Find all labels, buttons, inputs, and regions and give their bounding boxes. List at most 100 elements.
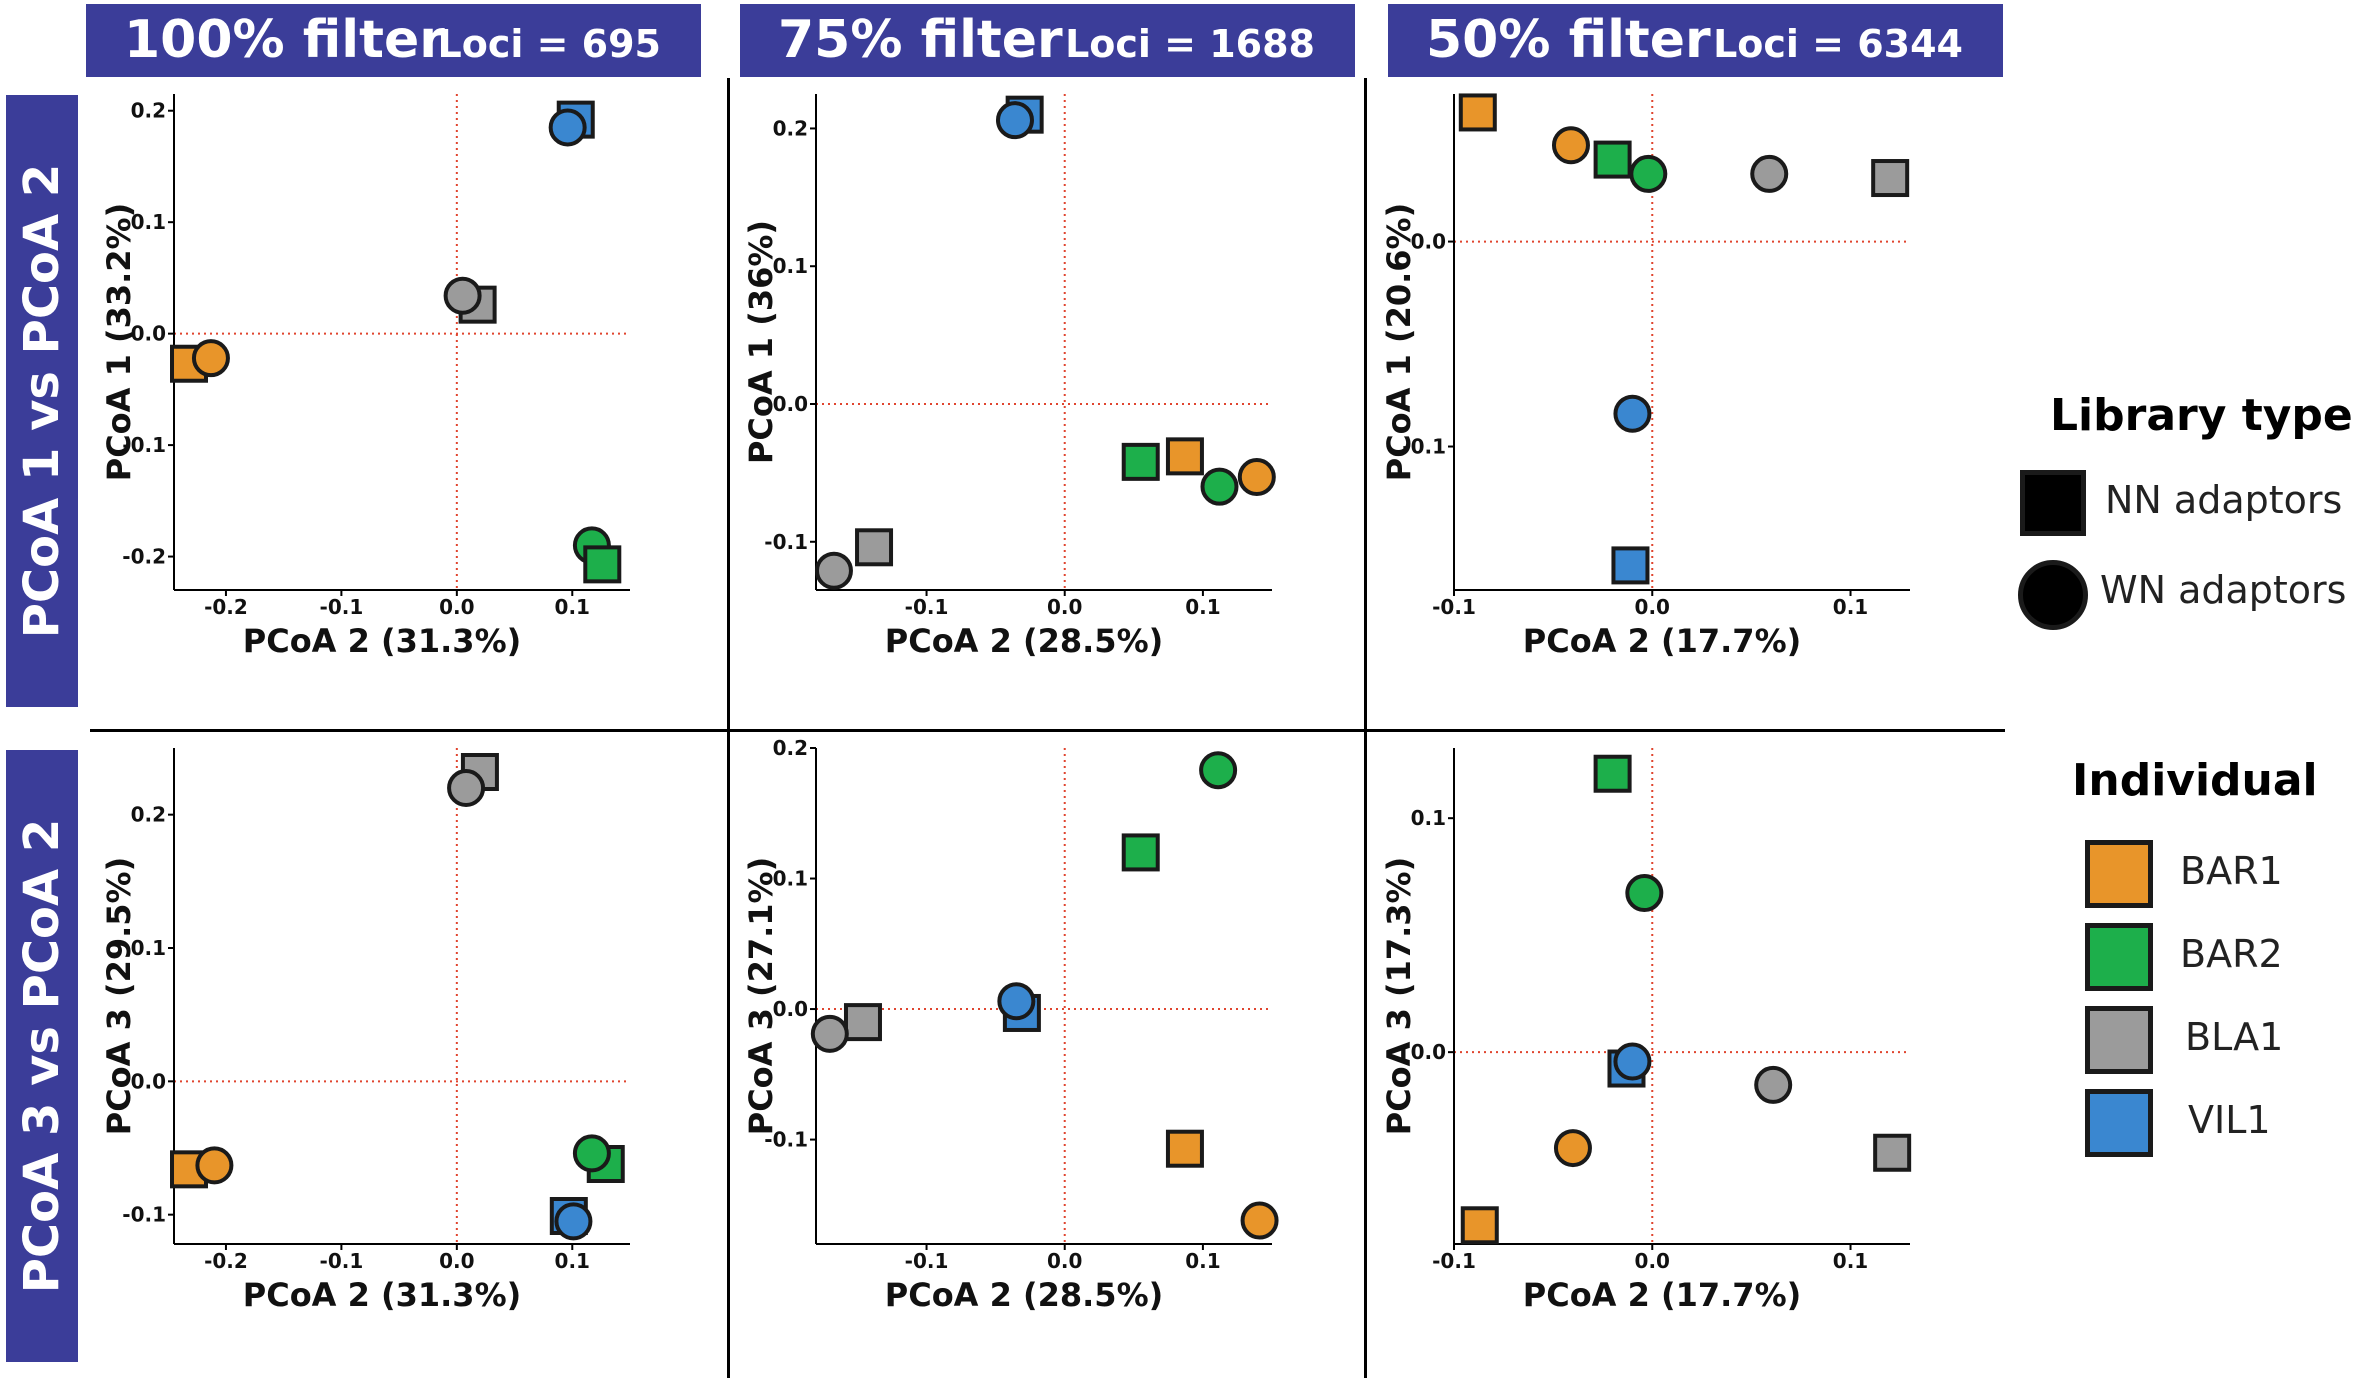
x-tick-label: 0.1 xyxy=(1833,1249,1868,1273)
point-bar2-nn xyxy=(1121,442,1160,481)
legend-nn-label: NN adaptors xyxy=(2105,478,2343,522)
x-tick-label: -0.1 xyxy=(905,595,949,619)
legend-bar2-label: BAR2 xyxy=(2180,932,2283,976)
point-bar2-nn xyxy=(1593,140,1632,179)
x-tick-label: -0.1 xyxy=(320,595,364,619)
point-bar1-wn xyxy=(191,339,230,378)
x-tick-label: 0.0 xyxy=(439,1249,474,1273)
legend-bar1-label: BAR1 xyxy=(2180,849,2283,893)
y-tick-label: -0.1 xyxy=(1402,435,1446,459)
point-bar1-nn xyxy=(1460,1206,1499,1245)
point-vil1-wn xyxy=(554,1202,593,1241)
x-tick-label: 0.0 xyxy=(1635,1249,1670,1273)
point-bar2-wn xyxy=(1629,154,1668,193)
point-bla1-wn xyxy=(1754,1065,1793,1104)
row-header-pcoa3-vs-pcoa2: PCoA 3 vs PCoA 2 xyxy=(6,750,78,1362)
y-axis-label: PCoA 1 (20.6%) xyxy=(1380,203,1418,482)
x-tick-label: 0.1 xyxy=(555,595,590,619)
row-header-label: PCoA 1 vs PCoA 2 xyxy=(14,163,70,639)
point-bar1-wn xyxy=(1237,458,1276,497)
y-axis-label: PCoA 1 (36%) xyxy=(742,220,780,464)
x-axis-label: PCoA 2 (31.3%) xyxy=(243,1276,522,1314)
legend-square-icon xyxy=(2020,470,2086,536)
x-tick-label: 0.1 xyxy=(1185,595,1220,619)
x-tick-label: -0.1 xyxy=(1432,595,1476,619)
x-tick-label: 0.1 xyxy=(1185,1249,1220,1273)
grid-divider-vertical-1 xyxy=(727,78,730,1378)
point-bar1-wn xyxy=(1240,1201,1279,1240)
point-bla1-nn xyxy=(1873,1133,1912,1172)
point-bar1-wn xyxy=(1551,126,1590,165)
header-loci: Loci = 695 xyxy=(437,22,662,66)
row-header-pcoa1-vs-pcoa2: PCoA 1 vs PCoA 2 xyxy=(6,95,78,707)
header-100-filter: 100% filter Loci = 695 xyxy=(86,4,701,77)
grid-divider-vertical-2 xyxy=(1364,78,1367,1378)
point-bar1-nn xyxy=(1458,93,1497,132)
legend-individual-title: Individual xyxy=(2072,755,2318,806)
point-bar1-wn xyxy=(1553,1129,1592,1168)
legend-bar1-swatch xyxy=(2085,840,2153,908)
legend-vil1-swatch xyxy=(2085,1089,2153,1157)
x-tick-label: 0.1 xyxy=(555,1249,590,1273)
point-bar2-wn xyxy=(572,1134,611,1173)
point-bar2-wn xyxy=(1200,467,1239,506)
y-tick-label: 0.2 xyxy=(131,803,166,827)
point-bar2-nn xyxy=(1121,833,1160,872)
point-bla1-nn xyxy=(1871,159,1910,198)
x-tick-label: 0.0 xyxy=(1047,1249,1082,1273)
y-tick-label: 0.0 xyxy=(773,997,808,1021)
point-bla1-nn xyxy=(843,1003,882,1042)
y-axis-label: PCoA 3 (17.3%) xyxy=(1380,857,1418,1136)
row-header-label: PCoA 3 vs PCoA 2 xyxy=(14,818,70,1294)
pcoa1-vs-pcoa2-75-filter-chart: -0.1 0.0 0.1 0.2 0.1 0.0 -0.1 PCoA 2 (28.5%) PCo… xyxy=(742,94,1276,660)
point-bar2-wn xyxy=(1625,874,1664,913)
point-vil1-wn xyxy=(1613,1042,1652,1081)
point-bar1-nn xyxy=(1165,1129,1204,1168)
point-bar1-wn xyxy=(195,1146,234,1185)
pcoa3-vs-pcoa2-100-filter-chart: -0.2 -0.1 0.0 0.1 0.2 0.1 0.0 -0.1 PCoA 2 (31.3%… xyxy=(100,748,630,1314)
header-loci: Loci = 6344 xyxy=(1713,22,1963,66)
y-tick-label: 0.2 xyxy=(131,99,166,123)
x-tick-label: -0.1 xyxy=(1432,1249,1476,1273)
y-tick-label: 0.1 xyxy=(131,936,166,960)
x-tick-label: 0.1 xyxy=(1833,595,1868,619)
y-tick-label: 0.1 xyxy=(773,867,808,891)
point-bla1-wn xyxy=(810,1014,849,1053)
x-tick-label: -0.2 xyxy=(204,1249,248,1273)
point-vil1-wn xyxy=(548,108,587,147)
x-tick-label: -0.1 xyxy=(320,1249,364,1273)
point-vil1-wn xyxy=(997,982,1036,1021)
legend-library-type: Library type NN adaptors WN adaptors xyxy=(2010,390,2355,640)
point-vil1-wn xyxy=(1613,394,1652,433)
y-tick-label: 0.1 xyxy=(773,254,808,278)
header-loci: Loci = 1688 xyxy=(1065,22,1315,66)
point-vil1-wn xyxy=(995,101,1034,140)
y-axis-label: PCoA 1 (33.2%) xyxy=(100,203,138,482)
y-tick-label: 0.2 xyxy=(773,736,808,760)
point-bla1-wn xyxy=(443,276,482,315)
y-tick-label: 0.1 xyxy=(131,210,166,234)
point-bla1-nn xyxy=(855,528,894,567)
y-tick-label: -0.1 xyxy=(122,433,166,457)
x-axis-label: PCoA 2 (28.5%) xyxy=(885,1276,1164,1314)
y-tick-label: -0.2 xyxy=(122,545,166,569)
point-bla1-wn xyxy=(447,769,486,807)
legend-wn-label: WN adaptors xyxy=(2100,568,2347,612)
y-tick-label: 0.2 xyxy=(773,116,808,140)
x-tick-label: 0.0 xyxy=(1047,595,1082,619)
header-title: 75% filter xyxy=(778,10,1063,70)
x-axis-label: PCoA 2 (31.3%) xyxy=(243,622,522,660)
legend-library-title: Library type xyxy=(2050,390,2353,441)
x-tick-label: -0.2 xyxy=(204,595,248,619)
header-75-filter: 75% filter Loci = 1688 xyxy=(740,4,1355,77)
y-tick-label: -0.1 xyxy=(764,530,808,554)
x-tick-label: 0.0 xyxy=(439,595,474,619)
y-tick-label: 0.0 xyxy=(131,322,166,346)
pcoa3-vs-pcoa2-75-filter-chart: -0.1 0.0 0.1 0.2 0.1 0.0 -0.1 PCoA 2 (28.5%) PCo… xyxy=(742,736,1279,1314)
x-tick-label: 0.0 xyxy=(1635,595,1670,619)
y-tick-label: -0.1 xyxy=(764,1128,808,1152)
legend-bla1-swatch xyxy=(2085,1006,2153,1074)
legend-circle-icon xyxy=(2018,560,2088,630)
point-bar2-nn xyxy=(583,545,622,584)
header-50-filter: 50% filter Loci = 6344 xyxy=(1388,4,2003,77)
